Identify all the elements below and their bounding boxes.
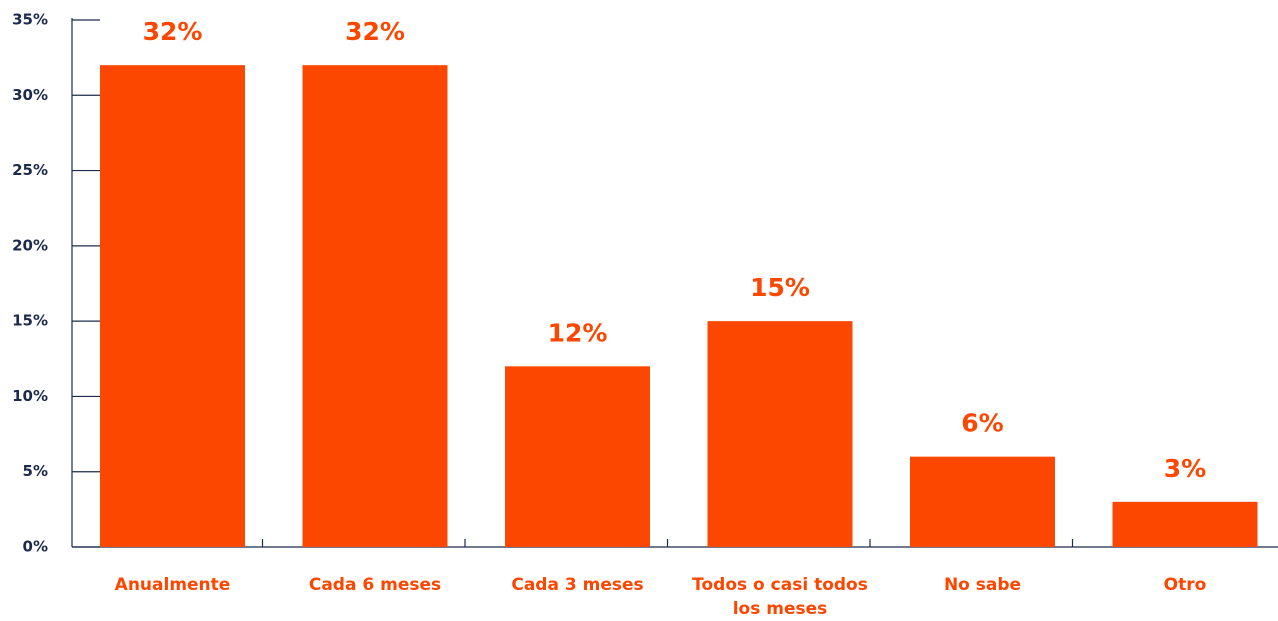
y-tick-label: 10% bbox=[12, 387, 48, 405]
value-label: 32% bbox=[345, 17, 405, 46]
value-label: 6% bbox=[961, 409, 1003, 438]
x-tick-label: Cada 3 meses bbox=[511, 575, 644, 595]
bar bbox=[1112, 501, 1258, 547]
value-label: 12% bbox=[548, 318, 608, 347]
value-label: 3% bbox=[1164, 454, 1206, 483]
y-tick-label: 30% bbox=[12, 86, 48, 104]
bar bbox=[302, 65, 448, 548]
value-label: 15% bbox=[750, 273, 810, 302]
x-tick-label: No sabe bbox=[943, 575, 1022, 595]
bar bbox=[910, 456, 1055, 547]
y-tick-label: 25% bbox=[12, 161, 48, 179]
bar bbox=[707, 321, 853, 547]
y-tick-label: 20% bbox=[12, 236, 48, 254]
bar bbox=[100, 65, 245, 548]
y-tick-label: 15% bbox=[12, 312, 48, 330]
x-tick-label: Cada 6 meses bbox=[308, 575, 442, 595]
y-tick-label: 5% bbox=[23, 462, 48, 480]
y-tick-label: 35% bbox=[12, 11, 48, 29]
x-tick-label: Otro bbox=[1163, 575, 1207, 595]
x-tick-label: Anualmente bbox=[114, 575, 231, 595]
bar bbox=[505, 366, 650, 547]
value-label: 32% bbox=[143, 17, 203, 46]
x-tick-label: Todos o casi todos los meses bbox=[692, 575, 868, 619]
y-tick-label: 0% bbox=[23, 538, 48, 556]
